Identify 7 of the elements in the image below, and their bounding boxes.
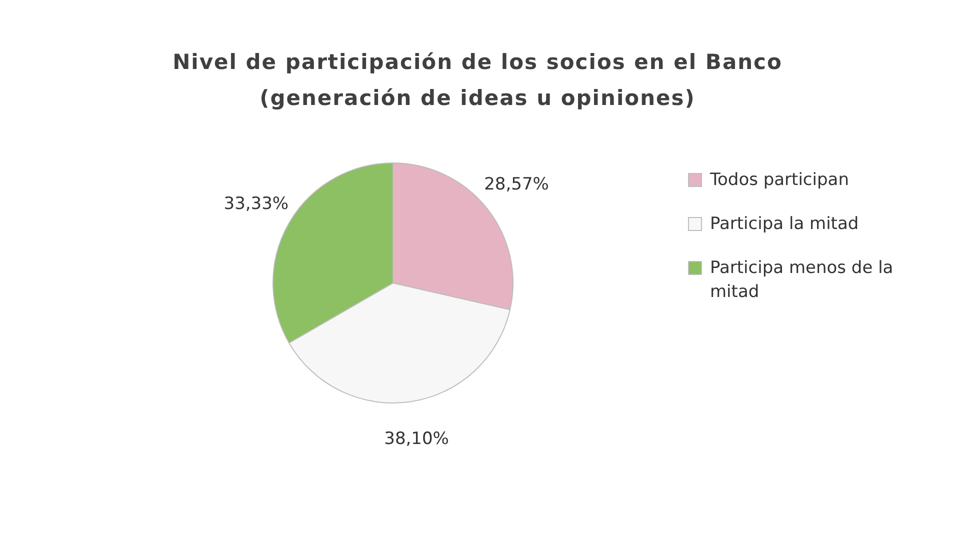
data-label: 28,57% bbox=[484, 174, 549, 194]
data-label: 38,10% bbox=[384, 429, 449, 450]
legend-label: Participa menos de la mitad bbox=[710, 257, 894, 304]
data-label: 33,33% bbox=[224, 194, 289, 214]
legend-label: Todos participan bbox=[710, 169, 849, 192]
chart-title: Nivel de participación de los socios en el Banco (generación de ideas u opiniones) bbox=[172, 49, 784, 112]
legend-label: Participa la mitad bbox=[710, 213, 859, 236]
